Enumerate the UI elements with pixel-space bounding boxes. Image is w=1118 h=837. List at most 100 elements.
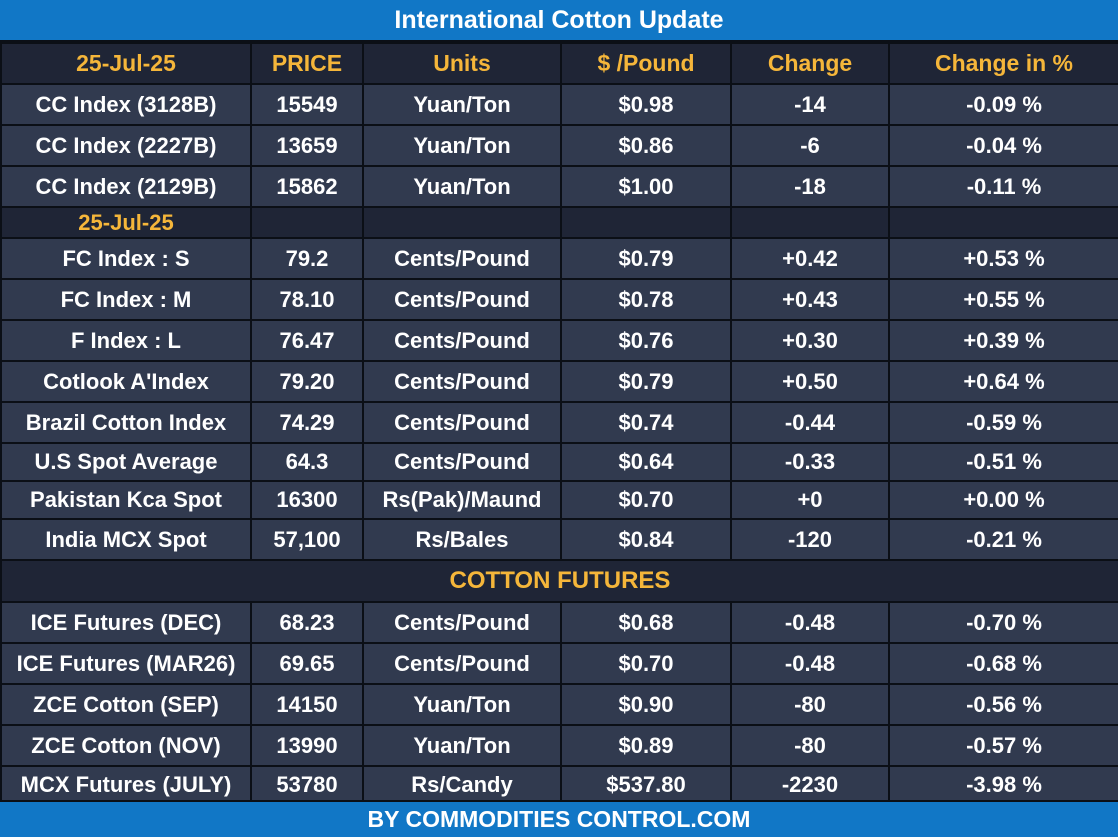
cell-units: Yuan/Ton [362,124,562,167]
cell-usd-per-pound: $0.68 [560,601,732,644]
table-row: Cotlook A'Index 79.20 Cents/Pound $0.79 +0.5… [0,360,1118,403]
cell-price: 68.23 [250,601,364,644]
table-row: ICE Futures (MAR26) 69.65 Cents/Pound $0.70… [0,642,1118,685]
cell-change: -80 [730,683,890,726]
cell-price: 64.3 [250,442,364,482]
table-row: ICE Futures (DEC) 68.23 Cents/Pound $0.68 -0… [0,601,1118,644]
cell-price: 74.29 [250,401,364,444]
cell-usd-per-pound: $0.86 [560,124,732,167]
cell-change-percent: -0.04 % [888,124,1118,167]
cell-price: 78.10 [250,278,364,321]
cell-change: -18 [730,165,890,208]
cell-change: -80 [730,724,890,767]
cell-units: Yuan/Ton [362,724,562,767]
cell-units: Yuan/Ton [362,83,562,126]
price-table: 25-Jul-25 PRICE Units $ /Pound Change Change … [0,42,1118,805]
cell-change: -14 [730,83,890,126]
cell-usd-per-pound: $0.64 [560,442,732,482]
cell-price: 13990 [250,724,364,767]
header-change: Change [730,42,890,85]
cell-usd-per-pound: $0.76 [560,319,732,362]
cell-name: ZCE Cotton (NOV) [0,724,252,767]
table-row: CC Index (3128B) 15549 Yuan/Ton $0.98 -14 -0.… [0,83,1118,126]
date-subheader-row: 25-Jul-25 [0,206,1118,239]
table-header-row: 25-Jul-25 PRICE Units $ /Pound Change Change … [0,42,1118,85]
cell-change: -0.48 [730,601,890,644]
cell-change: +0.43 [730,278,890,321]
table-row: FC Index : S 79.2 Cents/Pound $0.79 +0.42 +0.… [0,237,1118,280]
cell-name: ICE Futures (MAR26) [0,642,252,685]
cell-usd-per-pound: $0.79 [560,237,732,280]
subheader-empty-cell [560,206,732,239]
cell-change-percent: -0.68 % [888,642,1118,685]
cell-change: -0.33 [730,442,890,482]
cell-change: -6 [730,124,890,167]
cell-units: Cents/Pound [362,601,562,644]
cell-price: 57,100 [250,518,364,561]
cell-change: +0.30 [730,319,890,362]
table-row: F Index : L 76.47 Cents/Pound $0.76 +0.30 +0.… [0,319,1118,362]
cell-change-percent: +0.55 % [888,278,1118,321]
cell-name: MCX Futures (JULY) [0,765,252,805]
cell-name: F Index : L [0,319,252,362]
title-bar: International Cotton Update [0,0,1118,42]
cell-change: +0.50 [730,360,890,403]
table-row: Brazil Cotton Index 74.29 Cents/Pound $0.74… [0,401,1118,444]
cell-usd-per-pound: $0.79 [560,360,732,403]
cell-units: Cents/Pound [362,360,562,403]
table-row: ZCE Cotton (NOV) 13990 Yuan/Ton $0.89 -80 -0.… [0,724,1118,767]
cell-name: CC Index (2227B) [0,124,252,167]
cell-change-percent: +0.53 % [888,237,1118,280]
cell-change: +0 [730,480,890,520]
table-row: ZCE Cotton (SEP) 14150 Yuan/Ton $0.90 -80 -0.… [0,683,1118,726]
cell-units: Cents/Pound [362,442,562,482]
cell-name: Brazil Cotton Index [0,401,252,444]
cell-price: 16300 [250,480,364,520]
subheader-empty-cell [250,206,364,239]
cell-change-percent: -0.56 % [888,683,1118,726]
cell-name: ZCE Cotton (SEP) [0,683,252,726]
cell-change-percent: +0.00 % [888,480,1118,520]
cell-usd-per-pound: $0.78 [560,278,732,321]
cell-units: Cents/Pound [362,278,562,321]
cell-usd-per-pound: $537.80 [560,765,732,805]
cell-change-percent: -0.21 % [888,518,1118,561]
cell-price: 79.20 [250,360,364,403]
cell-change-percent: -0.59 % [888,401,1118,444]
header-units: Units [362,42,562,85]
cell-price: 15549 [250,83,364,126]
footer-bar: BY COMMODITIES CONTROL.COM [0,800,1118,837]
cell-change-percent: -0.70 % [888,601,1118,644]
subheader-date: 25-Jul-25 [0,206,252,239]
cell-price: 69.65 [250,642,364,685]
table-row: MCX Futures (JULY) 53780 Rs/Candy $537.80 -2… [0,765,1118,805]
cell-price: 13659 [250,124,364,167]
cell-usd-per-pound: $0.98 [560,83,732,126]
cell-price: 53780 [250,765,364,805]
cell-usd-per-pound: $0.89 [560,724,732,767]
cell-price: 15862 [250,165,364,208]
cell-change: -0.48 [730,642,890,685]
cell-change-percent: -0.51 % [888,442,1118,482]
cell-units: Yuan/Ton [362,683,562,726]
cell-name: U.S Spot Average [0,442,252,482]
header-name: 25-Jul-25 [0,42,252,85]
table-row: CC Index (2227B) 13659 Yuan/Ton $0.86 -6 -0.0… [0,124,1118,167]
cell-change: -2230 [730,765,890,805]
cell-change: -120 [730,518,890,561]
table-row: FC Index : M 78.10 Cents/Pound $0.78 +0.43 +0… [0,278,1118,321]
cell-units: Yuan/Ton [362,165,562,208]
cell-name: India MCX Spot [0,518,252,561]
table-row: CC Index (2129B) 15862 Yuan/Ton $1.00 -18 -0.… [0,165,1118,208]
cell-units: Cents/Pound [362,401,562,444]
cell-name: FC Index : M [0,278,252,321]
cell-usd-per-pound: $0.84 [560,518,732,561]
cell-price: 76.47 [250,319,364,362]
cell-price: 79.2 [250,237,364,280]
table-row: India MCX Spot 57,100 Rs/Bales $0.84 -120 -0.… [0,518,1118,561]
cell-name: ICE Futures (DEC) [0,601,252,644]
price-table-body: 25-Jul-25 PRICE Units $ /Pound Change Change … [0,42,1118,805]
footer-credit: BY COMMODITIES CONTROL.COM [367,806,751,832]
cell-units: Cents/Pound [362,642,562,685]
